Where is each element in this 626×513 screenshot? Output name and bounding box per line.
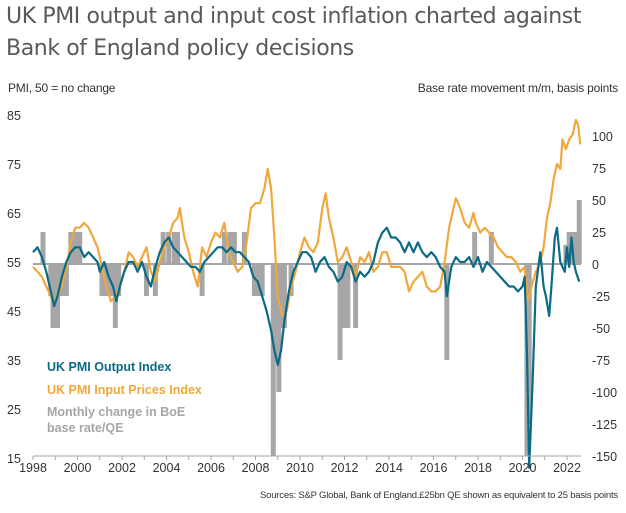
x-tick-label: 2022 (553, 461, 581, 475)
x-tick-label: 2008 (242, 461, 270, 475)
bar-rate-change (40, 232, 46, 264)
y-right-tick-label: -75 (592, 354, 610, 368)
bar-rate-change (566, 232, 572, 264)
bar-rate-change (273, 264, 279, 360)
bar-rate-change (231, 232, 237, 264)
x-tick-label: 2020 (509, 461, 537, 475)
legend: UK PMI Output Index UK PMI Input Prices … (47, 360, 202, 435)
x-tick-label: 2004 (153, 461, 181, 475)
y-right-tick-label: -100 (592, 386, 617, 400)
legend-bars-line-1: Monthly change in BoE (47, 405, 185, 419)
bar-rate-change (573, 232, 579, 264)
x-tick-label: 2010 (286, 461, 314, 475)
bar-rate-change (70, 232, 76, 264)
bar-rate-change (221, 232, 227, 264)
y-right-tick-label: -150 (592, 450, 617, 464)
y-right-tick-label: -50 (592, 322, 610, 336)
y-right-tick-label: -125 (592, 418, 617, 432)
x-tick-label: 2012 (331, 461, 359, 475)
line-input-prices-index (32, 118, 582, 317)
y-axis-right: -150 -125 -100 -75 -50 -25 0 25 50 75 100 (592, 130, 617, 464)
x-tick-label: 2018 (464, 461, 492, 475)
line-series-group (32, 118, 582, 469)
x-tick-label: 2000 (64, 461, 92, 475)
bar-rate-change (175, 232, 181, 264)
bar-rate-change (166, 232, 172, 264)
y-left-tick-label: 25 (7, 403, 21, 417)
y-axis-left: 15 25 35 45 55 65 75 85 (7, 109, 21, 466)
y-left-tick-label: 35 (7, 354, 21, 368)
bar-rate-change (106, 264, 112, 296)
legend-input: UK PMI Input Prices Index (47, 383, 202, 397)
chart-title-line-1: UK PMI output and input cost inflation c… (6, 4, 582, 29)
y-right-tick-label: -25 (592, 290, 610, 304)
x-tick-label: 2014 (375, 461, 403, 475)
x-tick-label: 2002 (108, 461, 136, 475)
line-output-index (32, 226, 581, 469)
y-left-tick-label: 85 (7, 109, 21, 123)
legend-bars-line-2: base rate/QE (47, 421, 123, 435)
x-tick-label: 2006 (197, 461, 225, 475)
bar-rate-change (116, 264, 122, 296)
bar-rate-change (444, 264, 450, 360)
bar-rate-change (337, 264, 343, 360)
bar-rate-change (276, 264, 282, 392)
bar-rate-change (259, 264, 265, 296)
bar-rate-change (281, 264, 287, 328)
bar-rate-change (251, 264, 257, 296)
y-right-tick-label: 100 (592, 130, 613, 144)
x-axis: 1998 2000 2002 2004 2006 2008 2010 2012 2014 2016… (19, 455, 581, 475)
bar-rate-change (353, 264, 359, 328)
bar-rate-change (472, 232, 478, 264)
y-left-tick-label: 65 (7, 207, 21, 221)
legend-output: UK PMI Output Index (47, 360, 171, 374)
left-axis-label: PMI, 50 = no change (8, 81, 116, 95)
bar-rate-change (340, 264, 346, 328)
bar-rate-change (526, 264, 532, 424)
y-left-tick-label: 45 (7, 305, 21, 319)
bar-rate-change (576, 200, 582, 264)
bar-rate-change (199, 264, 205, 296)
y-right-tick-label: 25 (592, 226, 606, 240)
y-left-tick-label: 15 (7, 452, 21, 466)
bar-rate-change (63, 264, 69, 296)
y-left-tick-label: 75 (7, 158, 21, 172)
right-axis-label: Base rate movement m/m, basis points (417, 81, 618, 95)
bar-rate-change (143, 264, 149, 296)
chart-title-line-2: Bank of England policy decisions (6, 36, 354, 61)
x-tick-label: 1998 (19, 461, 47, 475)
y-left-tick-label: 55 (7, 256, 21, 270)
source-note: Sources: S&P Global, Bank of England.£25… (260, 490, 618, 501)
y-right-tick-label: 50 (592, 194, 606, 208)
bar-rate-change (57, 264, 63, 296)
bar-rate-change (241, 232, 247, 264)
bar-rate-change (345, 264, 351, 328)
bar-rate-change (488, 232, 494, 264)
y-right-tick-label: 0 (592, 258, 599, 272)
x-tick-label: 2016 (420, 461, 448, 475)
y-right-tick-label: 75 (592, 162, 606, 176)
